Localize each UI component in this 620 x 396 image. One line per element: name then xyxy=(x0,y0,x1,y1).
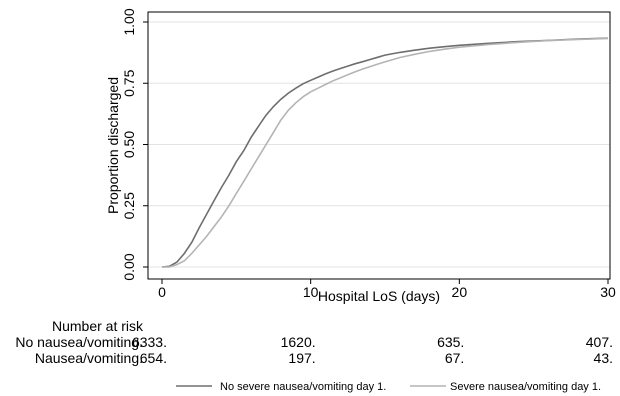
risk-row-label: No nausea/vomiting. xyxy=(15,334,143,350)
y-tick-label: 0.75 xyxy=(121,69,137,96)
risk-value: 67. xyxy=(445,350,464,366)
y-tick-label: 0.50 xyxy=(121,131,137,158)
risk-value: 407. xyxy=(586,334,613,350)
x-tick-label: 30 xyxy=(600,284,616,300)
risk-row-label: Nausea/vomiting. xyxy=(35,350,143,366)
risk-table: Number at risk No nausea/vomiting.6333. 1… xyxy=(15,318,613,366)
gridlines xyxy=(148,21,610,268)
x-tick-label: 0 xyxy=(158,284,166,300)
risk-value: 635. xyxy=(437,334,464,350)
risk-table-title: Number at risk xyxy=(52,318,144,334)
y-axis-label: Proportion discharged xyxy=(105,77,121,214)
series-line xyxy=(161,37,609,268)
series-lines xyxy=(161,37,609,268)
series-line xyxy=(162,37,609,268)
legend-label: No severe nausea/vomiting day 1. xyxy=(220,381,386,393)
risk-value: 654. xyxy=(140,350,167,366)
axes: 0.00 0.25 0.50 0.75 1.00 0 10 20 30 xyxy=(121,8,616,300)
legend: No severe nausea/vomiting day 1. Severe n… xyxy=(176,381,601,393)
x-axis-label: Hospital LoS (days) xyxy=(318,288,440,304)
y-tick-label: 1.00 xyxy=(121,8,137,35)
risk-value: 43. xyxy=(594,350,613,366)
y-tick-label: 0.00 xyxy=(121,253,137,280)
x-tick-label: 10 xyxy=(303,284,319,300)
risk-value: 197. xyxy=(288,350,315,366)
x-tick-label: 20 xyxy=(452,284,468,300)
risk-value: 6333. xyxy=(132,334,167,350)
legend-label: Severe nausea/vomiting day 1. xyxy=(450,381,601,393)
risk-value: 1620. xyxy=(281,334,316,350)
y-tick-label: 0.25 xyxy=(121,192,137,219)
plot-frame xyxy=(147,11,611,280)
